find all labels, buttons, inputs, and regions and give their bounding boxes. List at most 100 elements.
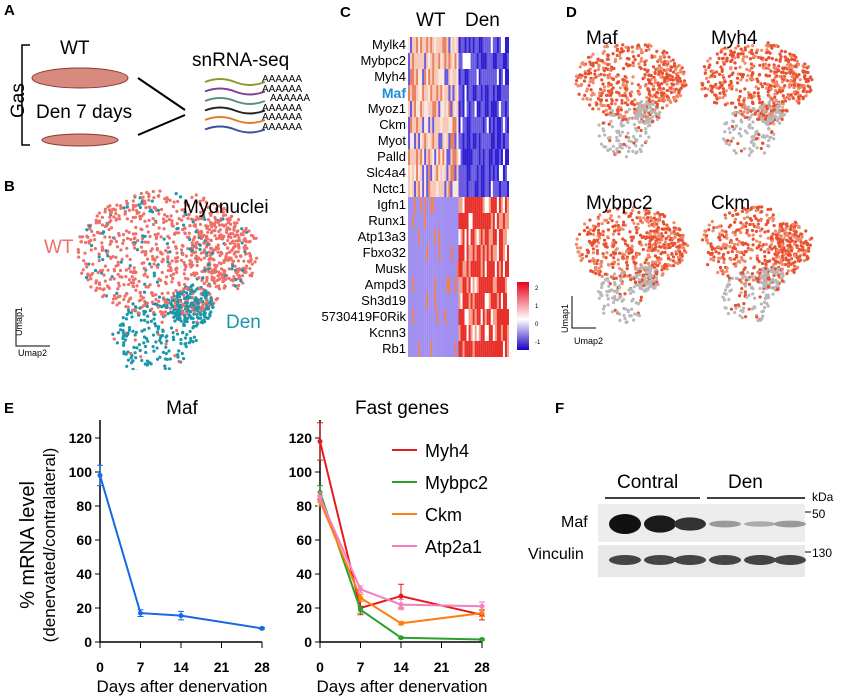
cell-point: [651, 87, 655, 91]
heatmap-cell: [470, 101, 473, 117]
cell-point: [174, 192, 178, 196]
heatmap-cell: [422, 213, 425, 229]
cell-point: [670, 82, 674, 86]
cell-point: [130, 315, 134, 319]
heatmap-cell: [410, 325, 413, 341]
heatmap-cell: [434, 53, 437, 69]
cell-point: [808, 243, 812, 247]
heatmap-cell: [440, 309, 443, 325]
heatmap-cell: [500, 69, 504, 85]
heatmap-cell: [452, 277, 455, 293]
cell-point: [77, 255, 81, 259]
cell-point: [654, 95, 658, 99]
heatmap-cell: [502, 85, 506, 101]
cell-point: [204, 298, 208, 302]
cell-point: [718, 91, 722, 95]
cell-point: [644, 130, 648, 134]
cell-point: [150, 199, 154, 203]
cell-point: [618, 145, 622, 149]
heatmap-cell: [462, 37, 465, 53]
cell-point: [612, 243, 616, 247]
heatmap-cell: [438, 277, 441, 293]
cell-point: [223, 242, 227, 247]
cell-point: [585, 225, 589, 230]
cell-point: [778, 244, 782, 248]
cell-point: [594, 75, 598, 79]
heatmap-cell: [462, 53, 465, 69]
cell-point: [207, 250, 211, 254]
cell-point: [131, 281, 136, 285]
cell-point: [666, 257, 671, 261]
cell-point: [661, 220, 665, 224]
cell-point: [764, 58, 768, 62]
cell-point: [804, 229, 808, 233]
cell-point: [610, 98, 614, 103]
cell-point: [646, 261, 651, 265]
heatmap-cell: [432, 181, 435, 197]
cell-point: [636, 117, 640, 121]
cell-point: [578, 65, 582, 69]
cell-point: [614, 240, 618, 245]
cell-point: [627, 135, 631, 140]
heatmap-cell: [424, 117, 427, 133]
heatmap-cell: [434, 101, 437, 117]
cell-point: [776, 104, 780, 109]
cell-point: [241, 268, 245, 272]
cell-point: [602, 104, 607, 108]
cell-point: [593, 72, 597, 76]
heatmap-cell: [458, 133, 461, 149]
heatmap-cell: [484, 261, 487, 277]
cell-point: [594, 61, 598, 65]
cell-point: [743, 87, 747, 91]
heatmap-cell: [474, 277, 477, 293]
heatmap-cell: [458, 37, 461, 53]
heatmap-cell: [434, 133, 437, 149]
heatmap-cell: [414, 197, 417, 213]
heatmap-cell: [460, 165, 463, 181]
cell-point: [173, 231, 177, 236]
cell-point: [131, 329, 135, 333]
heatmap-cell: [484, 293, 487, 309]
heatmap-cell: [446, 293, 449, 309]
cell-point: [710, 245, 714, 249]
heatmap-cell: [482, 149, 485, 165]
cell-point: [170, 296, 174, 300]
cell-point: [638, 285, 643, 290]
cell-point: [176, 355, 180, 359]
heatmap-cell: [454, 277, 457, 293]
heatmap-cell: [414, 37, 417, 53]
heatmap-cell: [504, 117, 508, 133]
cell-point: [113, 208, 118, 212]
cell-point: [724, 59, 729, 63]
cell-point: [588, 71, 593, 75]
cell-point: [743, 147, 747, 151]
cell-point: [606, 210, 610, 214]
cell-point: [201, 276, 205, 280]
cell-point: [188, 224, 192, 228]
cell-point: [601, 252, 605, 256]
cell-point: [115, 341, 119, 345]
cell-point: [668, 68, 673, 73]
cell-point: [622, 270, 626, 274]
cell-point: [634, 144, 638, 148]
cell-point: [623, 242, 628, 246]
cell-point: [588, 60, 592, 64]
cell-point: [139, 294, 143, 298]
cell-point: [615, 220, 619, 224]
cell-point: [646, 44, 650, 49]
heatmap-cell: [440, 181, 443, 197]
heatmap-cell: [460, 53, 463, 69]
cell-point: [655, 49, 659, 53]
cell-point: [156, 208, 161, 212]
cell-point: [646, 88, 651, 92]
cell-point: [209, 310, 213, 314]
cell-point: [116, 295, 121, 299]
cell-point: [634, 255, 638, 259]
cell-point: [138, 306, 142, 310]
cell-point: [107, 286, 111, 290]
heatmap-cell: [490, 181, 493, 197]
cell-point: [205, 240, 209, 244]
cell-point: [98, 231, 102, 235]
cell-point: [141, 237, 145, 241]
heatmap-cell: [434, 341, 437, 357]
